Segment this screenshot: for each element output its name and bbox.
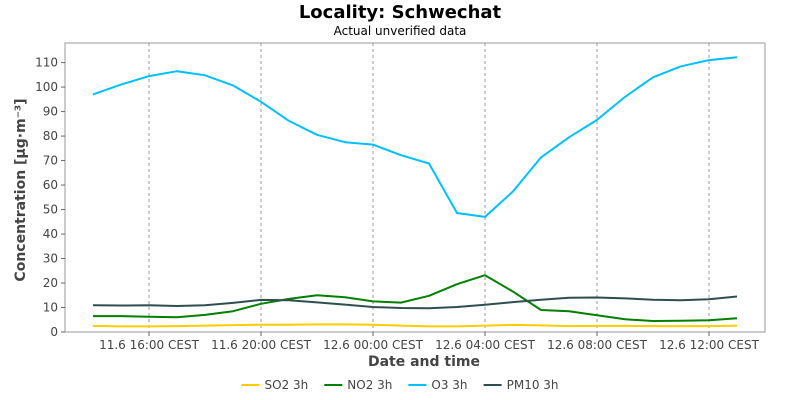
series-lines: [92, 56, 738, 328]
y-axis-label: Concentration [µg·m⁻³]: [13, 98, 29, 281]
y-tick-label: 50: [43, 203, 58, 217]
y-tick-label: 20: [43, 276, 58, 290]
x-tick-label: 12.6 00:00 CEST: [323, 338, 424, 352]
series-line-so2-3h: [92, 323, 738, 328]
y-axis: 0 10 20 30 40 50 60 70 80 90 100 110: [35, 56, 65, 339]
y-tick-label: 70: [43, 154, 58, 168]
y-tick-label: 110: [35, 56, 58, 70]
y-tick-label: 100: [35, 80, 58, 94]
plot-area: [64, 42, 766, 333]
chart-subtitle: Actual unverified data: [334, 24, 467, 38]
x-tick-label: 11.6 16:00 CEST: [99, 338, 200, 352]
series-line-o3-3h: [92, 56, 738, 218]
legend-label: O3 3h: [431, 378, 467, 392]
y-tick-label: 0: [50, 325, 58, 339]
legend-label: NO2 3h: [347, 378, 392, 392]
y-tick-label: 60: [43, 178, 58, 192]
chart-title: Locality: Schwechat: [299, 2, 502, 23]
legend-item: PM10 3h: [483, 378, 559, 392]
y-tick-label: 90: [43, 105, 58, 119]
legend-item: NO2 3h: [324, 378, 392, 392]
x-tick-label: 11.6 20:00 CEST: [211, 338, 312, 352]
legend-label: SO2 3h: [265, 378, 309, 392]
series-line-pm10-3h: [92, 295, 738, 310]
x-tick-label: 12.6 08:00 CEST: [547, 338, 648, 352]
x-tick-label: 12.6 04:00 CEST: [435, 338, 536, 352]
legend: SO2 3h NO2 3h O3 3h PM10 3h: [241, 378, 559, 392]
x-axis-label: Date and time: [368, 354, 480, 370]
legend-item: SO2 3h: [241, 378, 309, 392]
y-tick-label: 80: [43, 129, 58, 143]
y-tick-label: 30: [43, 252, 58, 266]
legend-label: PM10 3h: [507, 378, 559, 392]
x-axis: 11.6 16:00 CEST 11.6 20:00 CEST 12.6 00:00…: [99, 332, 760, 352]
gridlines: [148, 43, 710, 332]
series-line-no2-3h: [93, 274, 738, 322]
y-tick-label: 10: [43, 301, 58, 315]
legend-item: O3 3h: [408, 378, 468, 392]
x-tick-label: 12.6 12:00 CEST: [659, 338, 760, 352]
y-tick-label: 40: [43, 227, 58, 241]
